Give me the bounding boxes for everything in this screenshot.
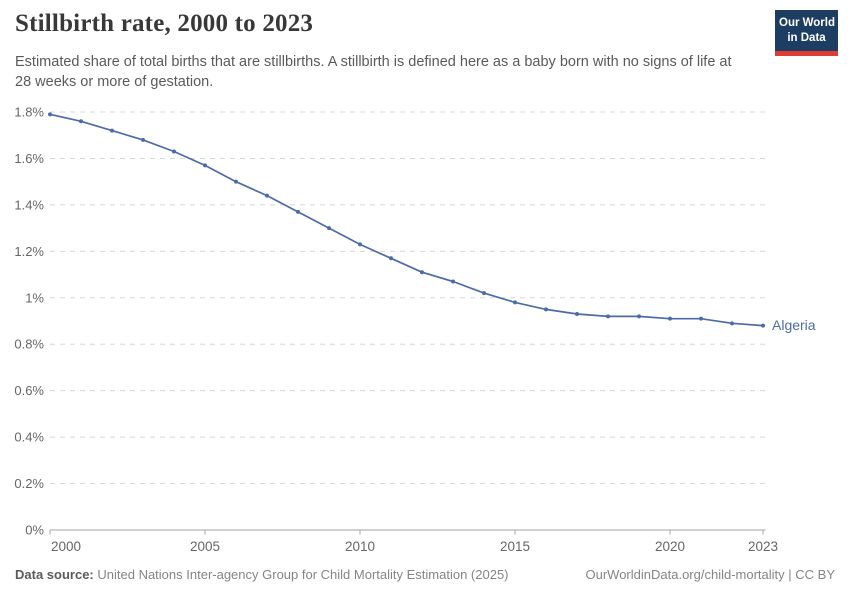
series-end-label[interactable]: Algeria: [772, 317, 816, 333]
owid-cc-link[interactable]: OurWorldinData.org/child-mortality | CC …: [585, 567, 836, 582]
data-point[interactable]: [389, 256, 393, 261]
owid-logo[interactable]: Our World in Data: [775, 10, 838, 56]
y-tick-label: 0.2%: [14, 476, 44, 491]
data-point[interactable]: [637, 314, 641, 319]
data-point[interactable]: [513, 300, 517, 305]
data-point[interactable]: [544, 307, 548, 312]
y-tick-label: 1.8%: [14, 105, 44, 120]
data-source: Data source: United Nations Inter-agency…: [15, 567, 509, 582]
chart-footer: Data source: United Nations Inter-agency…: [15, 567, 835, 582]
y-tick-label: 1.2%: [14, 244, 44, 259]
data-point[interactable]: [234, 179, 238, 184]
data-point[interactable]: [172, 149, 176, 154]
data-point[interactable]: [265, 193, 269, 198]
data-point[interactable]: [482, 291, 486, 296]
owid-logo-line2: in Data: [787, 31, 826, 44]
data-point[interactable]: [110, 128, 114, 133]
y-tick-label: 0.4%: [14, 430, 44, 445]
x-tick-label: 2010: [345, 539, 375, 554]
data-point[interactable]: [699, 316, 703, 321]
data-point[interactable]: [451, 279, 455, 284]
page-title: Stillbirth rate, 2000 to 2023: [15, 10, 314, 37]
data-point[interactable]: [48, 112, 52, 117]
y-tick-label: 0.6%: [14, 383, 44, 398]
y-tick-label: 1.6%: [14, 151, 44, 166]
data-point[interactable]: [420, 270, 424, 275]
chart-subtitle: Estimated share of total births that are…: [15, 54, 732, 91]
x-tick-label: 2000: [51, 539, 81, 554]
data-point[interactable]: [358, 242, 362, 247]
data-point[interactable]: [575, 312, 579, 317]
data-source-label: Data source:: [15, 567, 94, 582]
data-point[interactable]: [203, 163, 207, 168]
data-point[interactable]: [327, 226, 331, 231]
chart-canvas: 0% 0.2% 0.4% 0.6% 0.8% 1% 1.2% 1.4% 1.6% 1.8% 2000…: [14, 105, 816, 555]
y-tick-label: 0.8%: [14, 337, 44, 352]
data-point[interactable]: [79, 119, 83, 124]
data-point[interactable]: [761, 323, 765, 328]
x-tick-label: 2015: [500, 539, 530, 554]
x-tick-label: 2023: [748, 539, 778, 554]
y-tick-label: 1%: [25, 290, 44, 305]
data-point[interactable]: [296, 209, 300, 214]
data-point[interactable]: [606, 314, 610, 319]
series-line[interactable]: [49, 113, 764, 327]
x-tick-label: 2020: [655, 539, 685, 554]
data-source-text: United Nations Inter-agency Group for Ch…: [97, 567, 509, 582]
y-tick-label: 1.4%: [14, 197, 44, 212]
data-point[interactable]: [730, 321, 734, 326]
data-point[interactable]: [141, 137, 145, 142]
y-tick-label: 0%: [25, 523, 44, 538]
x-tick-label: 2005: [190, 539, 220, 554]
owid-logo-line1: Our World: [779, 17, 836, 29]
data-point[interactable]: [668, 316, 672, 321]
